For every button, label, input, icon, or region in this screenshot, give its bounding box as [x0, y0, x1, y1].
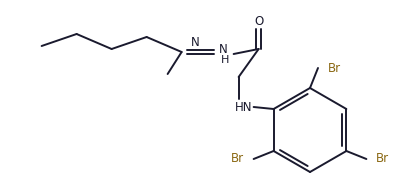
- Text: Br: Br: [230, 152, 244, 165]
- Text: HN: HN: [235, 101, 252, 113]
- Text: Br: Br: [328, 62, 341, 74]
- Text: N: N: [219, 43, 228, 55]
- Text: N: N: [191, 35, 200, 48]
- Text: H: H: [221, 55, 229, 65]
- Text: O: O: [254, 15, 263, 27]
- Text: Br: Br: [376, 152, 390, 165]
